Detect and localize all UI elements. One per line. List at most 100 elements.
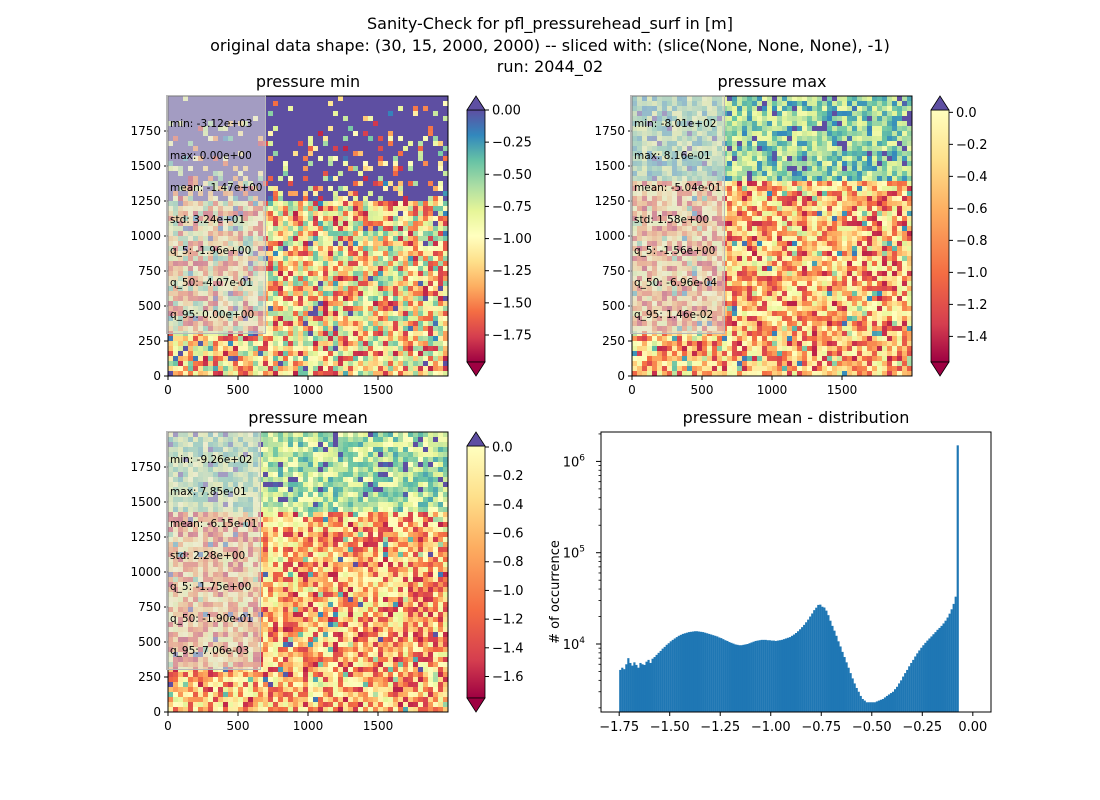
heatmap-cell — [273, 356, 279, 362]
heatmap-cell — [278, 251, 284, 257]
heatmap-cell — [438, 106, 444, 112]
heatmap-cell — [338, 266, 344, 272]
heatmap-cell — [882, 241, 888, 247]
heatmap-cell — [757, 221, 763, 227]
heatmap-cell — [338, 206, 344, 212]
heatmap-cell — [857, 161, 863, 167]
heatmap-cell — [887, 211, 893, 217]
heatmap-cell — [278, 336, 284, 342]
heatmap-cell — [433, 161, 439, 167]
heatmap-cell — [353, 341, 359, 347]
heatmap-cell — [443, 121, 449, 127]
heatmap-cell — [772, 206, 778, 212]
heatmap-cell — [423, 156, 429, 162]
heatmap-cell — [243, 341, 249, 347]
heatmap-cell — [288, 236, 294, 242]
heatmap-cell — [383, 351, 389, 357]
heatmap-cell — [358, 306, 364, 312]
heatmap-cell — [338, 116, 344, 122]
heatmap-cell — [438, 186, 444, 192]
heatmap-cell — [897, 176, 903, 182]
heatmap-cell — [817, 166, 823, 172]
heatmap-cell — [807, 101, 813, 107]
heatmap-cell — [902, 96, 908, 102]
heatmap-cell — [393, 226, 399, 232]
heatmap-cell — [318, 181, 324, 187]
heatmap-cell — [398, 371, 404, 377]
heatmap-cell — [343, 351, 349, 357]
heatmap-cell — [842, 191, 848, 197]
heatmap-cell — [293, 111, 299, 117]
heatmap-cell — [782, 196, 788, 202]
heatmap-cell — [398, 146, 404, 152]
heatmap-cell — [353, 266, 359, 272]
heatmap-cell — [348, 286, 354, 292]
heatmap-cell — [278, 246, 284, 252]
heatmap-cell — [358, 201, 364, 207]
heatmap-cell — [403, 191, 409, 197]
heatmap-cell — [378, 201, 384, 207]
heatmap-cell — [882, 111, 888, 117]
heatmap-cell — [797, 161, 803, 167]
heatmap-cell — [832, 166, 838, 172]
heatmap-cell — [368, 161, 374, 167]
heatmap-cell — [433, 311, 439, 317]
heatmap-cell — [393, 176, 399, 182]
heatmap-cell — [737, 176, 743, 182]
heatmap-cell — [273, 141, 279, 147]
heatmap-cell — [408, 246, 414, 252]
heatmap-cell — [433, 316, 439, 322]
heatmap-cell — [782, 206, 788, 212]
heatmap-cell — [413, 276, 419, 282]
heatmap-cell — [368, 136, 374, 142]
heatmap-cell — [732, 101, 738, 107]
heatmap-cell — [762, 126, 768, 132]
heatmap-cell — [298, 166, 304, 172]
heatmap-cell — [368, 276, 374, 282]
heatmap-cell — [403, 306, 409, 312]
heatmap-cell — [907, 251, 913, 257]
heatmap-cell — [383, 146, 389, 152]
heatmap-cell — [328, 161, 334, 167]
heatmap-cell — [368, 326, 374, 332]
heatmap-cell — [787, 236, 793, 242]
heatmap-cell — [253, 336, 259, 342]
heatmap-cell — [777, 136, 783, 142]
heatmap-cell — [333, 201, 339, 207]
heatmap-cell — [877, 226, 883, 232]
heatmap-cell — [368, 261, 374, 267]
heatmap-cell — [388, 366, 394, 372]
heatmap-cell — [373, 221, 379, 227]
heatmap-cell — [313, 266, 319, 272]
heatmap-cell — [787, 226, 793, 232]
heatmap-cell — [897, 116, 903, 122]
heatmap-cell — [842, 101, 848, 107]
heatmap-cell — [413, 251, 419, 257]
heatmap-cell — [213, 366, 219, 372]
heatmap-cell — [418, 341, 424, 347]
heatmap-cell — [388, 201, 394, 207]
heatmap-cell — [742, 176, 748, 182]
heatmap-cell — [268, 211, 274, 217]
heatmap-cell — [817, 136, 823, 142]
heatmap-cell — [812, 156, 818, 162]
heatmap-cell — [398, 281, 404, 287]
heatmap-cell — [438, 246, 444, 252]
heatmap-cell — [233, 346, 239, 352]
heatmap-cell — [767, 136, 773, 142]
heatmap-cell — [358, 191, 364, 197]
heatmap-cell — [852, 171, 858, 177]
heatmap-cell — [328, 251, 334, 257]
heatmap-cell — [872, 106, 878, 112]
heatmap-cell — [772, 146, 778, 152]
heatmap-cell — [273, 301, 279, 307]
heatmap-cell — [852, 231, 858, 237]
heatmap-cell — [842, 131, 848, 137]
heatmap-cell — [368, 371, 374, 377]
heatmap-cell — [897, 151, 903, 157]
heatmap-cell — [348, 321, 354, 327]
heatmap-cell — [333, 116, 339, 122]
heatmap-cell — [338, 226, 344, 232]
heatmap-cell — [408, 256, 414, 262]
heatmap-cell — [423, 301, 429, 307]
